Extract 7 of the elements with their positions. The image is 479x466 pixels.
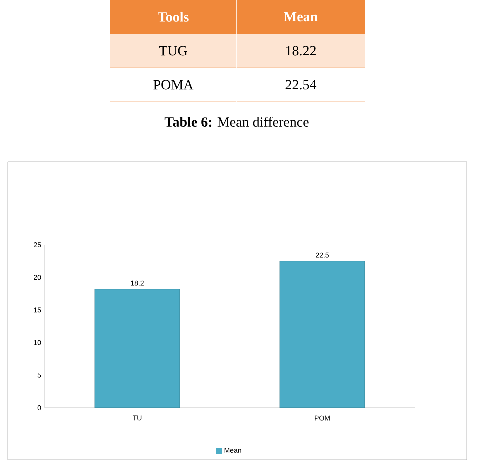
text: Mean <box>284 12 318 22</box>
text: 18.22 <box>286 46 316 56</box>
text: TUG <box>159 46 188 56</box>
text: 22.54 <box>286 80 317 90</box>
text: Tools <box>158 12 189 22</box>
text: POMA <box>154 80 194 90</box>
text: Table 6: Mean difference <box>164 116 309 128</box>
